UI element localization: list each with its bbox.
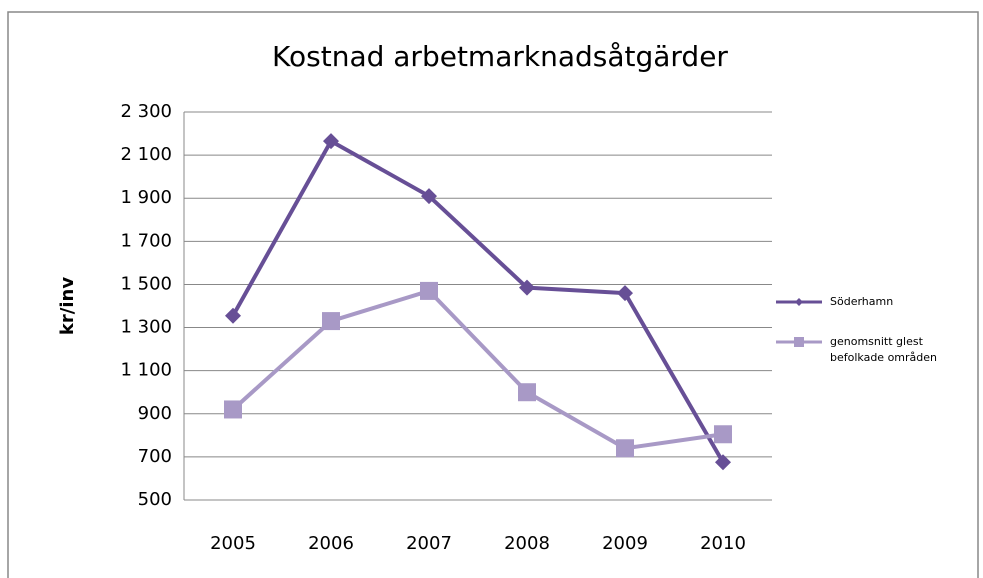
y-tick-label: 1 500 (120, 273, 172, 294)
x-tick-label: 2006 (308, 533, 354, 554)
x-tick-label: 2008 (504, 533, 550, 554)
y-tick-label: 500 (138, 489, 172, 510)
marker (715, 454, 731, 471)
legend-label: genomsnitt glest befolkade områden (830, 335, 938, 364)
y-tick-label: 2 100 (120, 144, 172, 165)
x-tick-label: 2007 (406, 533, 452, 554)
y-axis-label: kr/inv (57, 277, 78, 335)
y-tick-label: 1 300 (120, 317, 172, 338)
x-tick-label: 2010 (700, 533, 746, 554)
legend-label: Söderhamn (830, 295, 894, 308)
y-tick-label: 900 (138, 403, 172, 424)
x-tick-label: 2005 (210, 533, 256, 554)
marker (617, 285, 633, 302)
marker (795, 298, 803, 306)
marker (421, 188, 437, 205)
marker (225, 307, 241, 324)
chart-title: Kostnad arbetmarknadsåtgärder (272, 40, 728, 73)
series-line (231, 288, 724, 451)
marker (323, 133, 339, 150)
series-line (231, 139, 725, 464)
marker (714, 425, 732, 444)
marker (616, 439, 634, 458)
marker (224, 400, 242, 419)
y-tick-label: 1 900 (120, 187, 172, 208)
marker (794, 337, 804, 347)
x-tick-label: 2009 (602, 533, 648, 554)
marker (518, 383, 536, 402)
marker (322, 312, 340, 331)
y-tick-label: 2 300 (120, 101, 172, 122)
y-tick-label: 1 700 (120, 230, 172, 251)
y-tick-label: 700 (138, 446, 172, 467)
chart-frame (7, 11, 979, 578)
y-tick-label: 1 100 (120, 360, 172, 381)
marker (420, 281, 438, 300)
marker (519, 279, 535, 296)
